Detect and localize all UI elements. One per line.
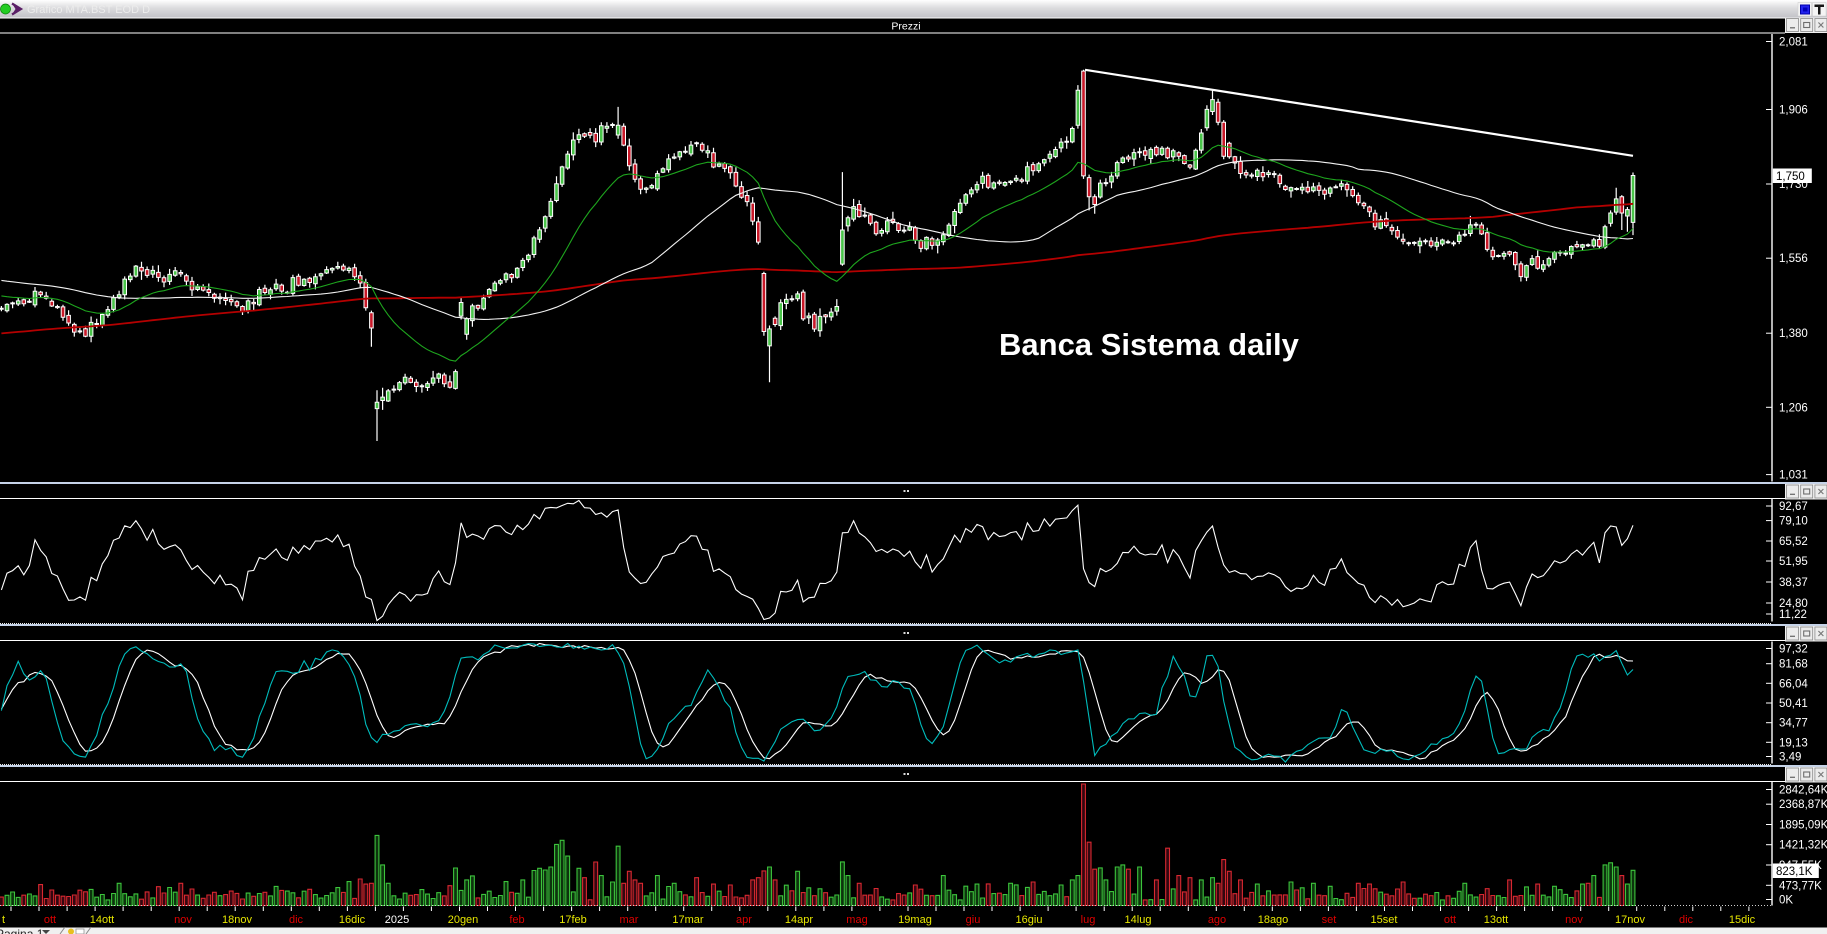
svg-text:92,67: 92,67 [1779, 501, 1808, 513]
svg-text:15set: 15set [1371, 914, 1398, 926]
svg-text:1,206: 1,206 [1779, 402, 1808, 414]
svg-text:17mar: 17mar [672, 914, 704, 926]
svg-text:51,95: 51,95 [1779, 556, 1808, 568]
svg-text:1,031: 1,031 [1779, 470, 1808, 482]
svg-text:3,49: 3,49 [1779, 752, 1801, 764]
svg-text:20gen: 20gen [448, 914, 479, 926]
svg-text:mar: mar [620, 914, 639, 926]
svg-text:19,13: 19,13 [1779, 737, 1808, 749]
svg-text:24,80: 24,80 [1779, 598, 1808, 610]
svg-text:lug: lug [1081, 914, 1096, 926]
svg-text:nov: nov [1565, 914, 1583, 926]
svg-text:set: set [1322, 914, 1337, 926]
svg-text:Pagina 1: Pagina 1 [0, 927, 44, 934]
svg-text:81,68: 81,68 [1779, 659, 1808, 671]
svg-text:2,081: 2,081 [1779, 37, 1808, 49]
svg-text:mag: mag [846, 914, 867, 926]
svg-text:1,750: 1,750 [1776, 171, 1805, 183]
svg-text:823,1K: 823,1K [1776, 866, 1813, 878]
svg-text:apr: apr [736, 914, 752, 926]
svg-text:feb: feb [509, 914, 524, 926]
svg-text:16dic: 16dic [339, 914, 366, 926]
svg-text:19mag: 19mag [898, 914, 932, 926]
svg-text:1,906: 1,906 [1779, 105, 1808, 117]
svg-text:1895,09K: 1895,09K [1779, 820, 1827, 832]
svg-text:Grafico MTA.BST EOD D: Grafico MTA.BST EOD D [27, 4, 150, 16]
svg-text:34,77: 34,77 [1779, 718, 1808, 730]
svg-text:dic: dic [1679, 914, 1694, 926]
svg-text:ott: ott [1444, 914, 1456, 926]
svg-text:1,380: 1,380 [1779, 328, 1808, 340]
svg-text:18ago: 18ago [1258, 914, 1289, 926]
svg-text:giu: giu [966, 914, 981, 926]
svg-text:dic: dic [289, 914, 304, 926]
svg-text:14ott: 14ott [90, 914, 114, 926]
svg-text:14apr: 14apr [785, 914, 813, 926]
svg-text:473,77K: 473,77K [1779, 880, 1822, 892]
svg-text:38,37: 38,37 [1779, 577, 1808, 589]
svg-text:ago: ago [1208, 914, 1226, 926]
svg-text:Prezzi: Prezzi [891, 21, 920, 33]
svg-text:97,32: 97,32 [1779, 644, 1808, 656]
svg-text:Banca Sistema daily: Banca Sistema daily [999, 327, 1300, 362]
svg-text:79,10: 79,10 [1779, 516, 1808, 528]
svg-text:66,04: 66,04 [1779, 678, 1808, 690]
svg-text:16giu: 16giu [1016, 914, 1043, 926]
svg-text:14lug: 14lug [1125, 914, 1152, 926]
svg-text:2025: 2025 [385, 914, 409, 926]
svg-text:ott: ott [44, 914, 56, 926]
svg-text:t: t [2, 914, 5, 926]
svg-text:18nov: 18nov [222, 914, 252, 926]
svg-text:0K: 0K [1779, 895, 1793, 907]
svg-text:15dic: 15dic [1729, 914, 1756, 926]
svg-text:2842,64K: 2842,64K [1779, 785, 1827, 797]
svg-text:1,556: 1,556 [1779, 253, 1808, 265]
svg-text:65,52: 65,52 [1779, 536, 1808, 548]
svg-text:nov: nov [174, 914, 192, 926]
svg-text:17feb: 17feb [559, 914, 587, 926]
svg-text:13ott: 13ott [1484, 914, 1508, 926]
svg-text:17nov: 17nov [1615, 914, 1645, 926]
svg-text:2368,87K: 2368,87K [1779, 799, 1827, 811]
svg-text:50,41: 50,41 [1779, 698, 1808, 710]
svg-text:1421,32K: 1421,32K [1779, 840, 1827, 852]
svg-text:11,22: 11,22 [1779, 609, 1807, 621]
